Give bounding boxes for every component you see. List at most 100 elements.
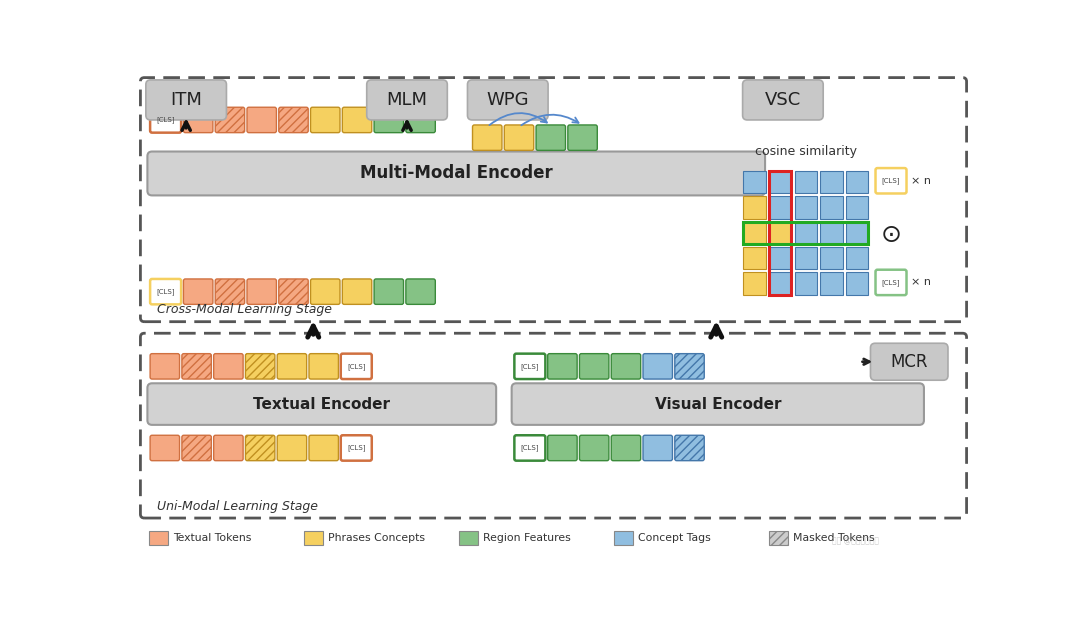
- FancyBboxPatch shape: [473, 125, 502, 150]
- FancyBboxPatch shape: [374, 279, 404, 304]
- Text: [CLS]: [CLS]: [881, 178, 901, 184]
- Text: cosine similarity: cosine similarity: [755, 145, 856, 158]
- FancyBboxPatch shape: [184, 279, 213, 304]
- Bar: [769, 222, 792, 244]
- FancyBboxPatch shape: [504, 125, 534, 150]
- Text: [CLS]: [CLS]: [521, 445, 539, 451]
- FancyBboxPatch shape: [675, 353, 704, 379]
- FancyBboxPatch shape: [548, 435, 577, 461]
- Text: [CLS]: [CLS]: [157, 117, 175, 124]
- FancyBboxPatch shape: [512, 383, 924, 425]
- FancyBboxPatch shape: [147, 152, 765, 196]
- FancyBboxPatch shape: [341, 353, 372, 379]
- FancyBboxPatch shape: [215, 107, 245, 133]
- FancyBboxPatch shape: [245, 353, 275, 379]
- Text: [CLS]: [CLS]: [157, 288, 175, 295]
- FancyBboxPatch shape: [279, 107, 308, 133]
- FancyBboxPatch shape: [468, 80, 548, 120]
- Bar: [795, 273, 816, 295]
- FancyBboxPatch shape: [342, 279, 372, 304]
- FancyBboxPatch shape: [278, 353, 307, 379]
- FancyBboxPatch shape: [406, 107, 435, 133]
- Bar: [459, 531, 477, 545]
- FancyBboxPatch shape: [611, 353, 640, 379]
- FancyBboxPatch shape: [580, 435, 609, 461]
- Text: WPG: WPG: [486, 91, 529, 109]
- Bar: [846, 171, 868, 193]
- Bar: [303, 531, 323, 545]
- FancyBboxPatch shape: [743, 80, 823, 120]
- Text: Textual Encoder: Textual Encoder: [254, 397, 390, 412]
- Bar: [846, 196, 868, 219]
- FancyBboxPatch shape: [184, 107, 213, 133]
- Text: Multi-Modal Encoder: Multi-Modal Encoder: [360, 165, 553, 183]
- Text: [CLS]: [CLS]: [521, 363, 539, 369]
- FancyBboxPatch shape: [150, 435, 179, 461]
- FancyBboxPatch shape: [279, 279, 308, 304]
- FancyBboxPatch shape: [245, 435, 275, 461]
- Bar: [769, 171, 792, 295]
- FancyBboxPatch shape: [870, 343, 948, 380]
- Text: ⊙: ⊙: [880, 223, 902, 247]
- FancyBboxPatch shape: [278, 435, 307, 461]
- Bar: [846, 222, 868, 244]
- Text: Concept Tags: Concept Tags: [638, 533, 711, 543]
- Text: Phrases Concepts: Phrases Concepts: [328, 533, 424, 543]
- Text: [CLS]: [CLS]: [347, 445, 365, 451]
- FancyBboxPatch shape: [150, 353, 179, 379]
- Text: MLM: MLM: [387, 91, 428, 109]
- FancyBboxPatch shape: [536, 125, 566, 150]
- Text: × n: × n: [910, 278, 931, 288]
- FancyBboxPatch shape: [150, 279, 181, 304]
- Text: Visual Encoder: Visual Encoder: [654, 397, 781, 412]
- FancyBboxPatch shape: [406, 279, 435, 304]
- FancyBboxPatch shape: [675, 435, 704, 461]
- Text: VSC: VSC: [765, 91, 801, 109]
- FancyBboxPatch shape: [181, 353, 212, 379]
- FancyBboxPatch shape: [150, 107, 181, 133]
- FancyBboxPatch shape: [643, 435, 673, 461]
- FancyBboxPatch shape: [876, 270, 906, 295]
- Bar: [769, 171, 792, 193]
- FancyBboxPatch shape: [147, 383, 496, 425]
- FancyBboxPatch shape: [214, 435, 243, 461]
- FancyBboxPatch shape: [247, 279, 276, 304]
- Bar: [820, 222, 842, 244]
- Bar: [795, 222, 816, 244]
- FancyBboxPatch shape: [514, 353, 545, 379]
- FancyBboxPatch shape: [309, 435, 338, 461]
- FancyBboxPatch shape: [568, 125, 597, 150]
- Text: Textual Tokens: Textual Tokens: [173, 533, 252, 543]
- Bar: [743, 196, 766, 219]
- FancyBboxPatch shape: [181, 435, 212, 461]
- FancyBboxPatch shape: [367, 80, 447, 120]
- FancyBboxPatch shape: [247, 107, 276, 133]
- FancyBboxPatch shape: [214, 353, 243, 379]
- Text: ITM: ITM: [171, 91, 202, 109]
- Text: × n: × n: [910, 176, 931, 186]
- FancyBboxPatch shape: [311, 279, 340, 304]
- Text: [CLS]: [CLS]: [881, 279, 901, 286]
- FancyBboxPatch shape: [341, 435, 372, 461]
- Bar: [769, 247, 792, 270]
- FancyBboxPatch shape: [146, 80, 227, 120]
- Bar: [820, 196, 842, 219]
- Text: 头条 @微热点研究院: 头条 @微热点研究院: [833, 536, 879, 545]
- Bar: [795, 171, 816, 193]
- FancyBboxPatch shape: [514, 435, 545, 461]
- FancyBboxPatch shape: [548, 353, 577, 379]
- Bar: [743, 247, 766, 270]
- Bar: [743, 273, 766, 295]
- FancyBboxPatch shape: [876, 168, 906, 194]
- Bar: [795, 247, 816, 270]
- FancyBboxPatch shape: [643, 353, 673, 379]
- Bar: [820, 273, 842, 295]
- Text: Cross-Modal Learning Stage: Cross-Modal Learning Stage: [157, 303, 332, 316]
- Bar: [149, 531, 167, 545]
- Bar: [820, 247, 842, 270]
- Bar: [769, 196, 792, 219]
- Text: MCR: MCR: [891, 353, 928, 371]
- FancyBboxPatch shape: [611, 435, 640, 461]
- Text: Region Features: Region Features: [483, 533, 570, 543]
- Text: [CLS]: [CLS]: [347, 363, 365, 369]
